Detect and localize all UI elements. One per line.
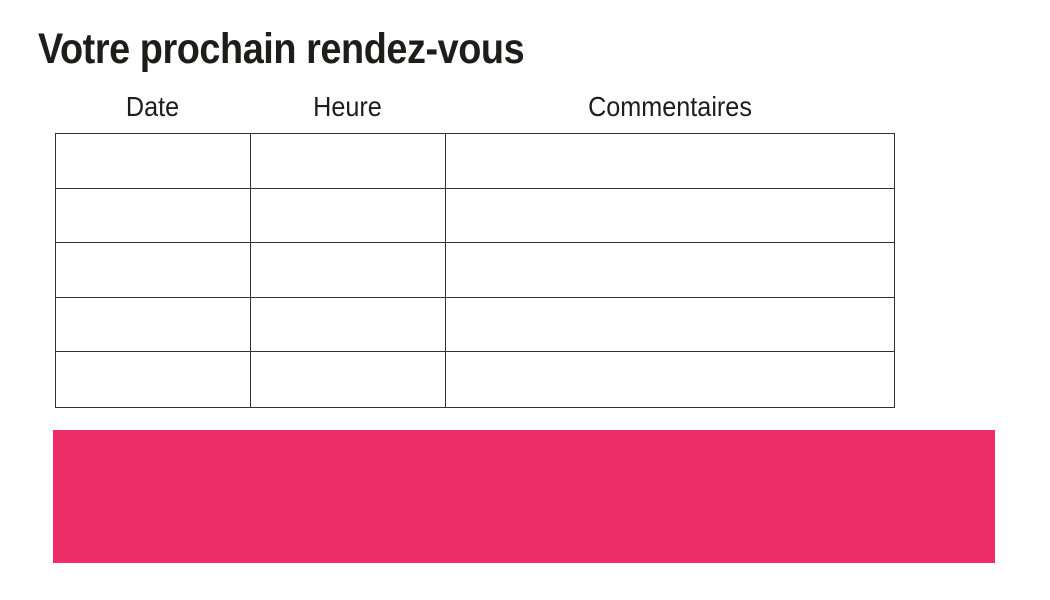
page-title: Votre prochain rendez-vous	[38, 25, 525, 73]
column-header-date: Date	[125, 91, 180, 122]
table-cell-date	[56, 243, 251, 297]
table-cell-heure	[251, 243, 446, 297]
table-row	[56, 188, 894, 244]
table-cell-heure	[251, 134, 446, 188]
table-cell-heure	[251, 352, 446, 407]
table-row	[56, 134, 894, 189]
table-row	[56, 297, 894, 353]
table-cell-commentaires	[446, 134, 894, 188]
table-cell-commentaires	[446, 352, 894, 407]
table-cell-date	[56, 188, 251, 243]
column-header-heure: Heure	[313, 91, 382, 122]
table-row	[56, 352, 894, 407]
table-cell-heure	[251, 297, 446, 352]
table-cell-date	[56, 352, 251, 407]
appointments-table	[55, 133, 895, 408]
table-cell-heure	[251, 188, 446, 243]
column-header-commentaires: Commentaires	[588, 91, 752, 122]
table-column-headers: Date Heure Commentaires	[55, 90, 895, 124]
highlight-banner	[53, 430, 995, 563]
table-cell-date	[56, 134, 251, 188]
table-cell-commentaires	[446, 243, 894, 297]
table-row	[56, 243, 894, 298]
table-cell-commentaires	[446, 298, 894, 352]
table-cell-date	[56, 297, 251, 352]
table-cell-commentaires	[446, 189, 894, 243]
